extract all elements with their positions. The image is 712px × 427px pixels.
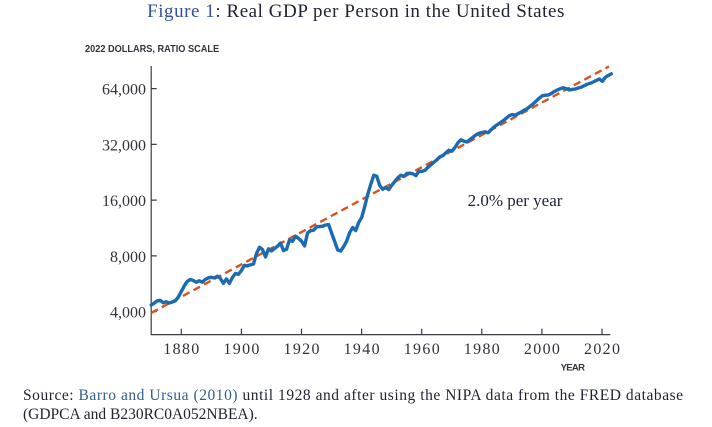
svg-text:2020: 2020 bbox=[584, 341, 620, 358]
svg-text:2000: 2000 bbox=[524, 341, 560, 358]
svg-text:8,000: 8,000 bbox=[110, 249, 146, 266]
svg-text:YEAR: YEAR bbox=[561, 363, 586, 374]
svg-text:1880: 1880 bbox=[163, 341, 199, 358]
svg-text:2.0% per year: 2.0% per year bbox=[468, 191, 563, 210]
svg-text:1900: 1900 bbox=[223, 341, 259, 358]
svg-text:16,000: 16,000 bbox=[102, 193, 146, 210]
svg-text:1960: 1960 bbox=[404, 341, 440, 358]
svg-text:4,000: 4,000 bbox=[110, 305, 146, 322]
svg-text:64,000: 64,000 bbox=[102, 82, 146, 99]
svg-text:1980: 1980 bbox=[464, 341, 500, 358]
svg-text:1940: 1940 bbox=[344, 341, 380, 358]
svg-text:1920: 1920 bbox=[284, 341, 320, 358]
svg-text:32,000: 32,000 bbox=[102, 137, 146, 154]
